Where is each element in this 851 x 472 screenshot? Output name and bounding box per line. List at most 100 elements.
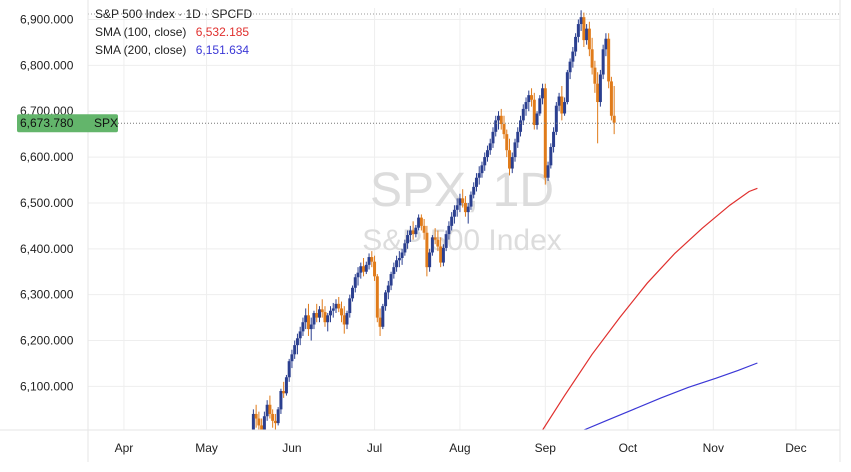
candle-body [612,115,616,123]
candle-body [353,277,357,288]
candle-body [359,266,363,273]
watermark-symbol: SPX, 1D [370,164,554,217]
candle-body [576,24,580,37]
y-tick-label: 6,400.000 [20,242,74,256]
candle-body [485,150,489,158]
candle-body [276,409,280,424]
candle-body [530,95,534,100]
candle-body [541,88,545,99]
candle-body [370,257,374,262]
candle-body [331,308,335,311]
candle-body [519,120,523,132]
candle-body [590,49,594,68]
candle-body [601,49,605,75]
candle-body [593,67,597,84]
candle-body [295,338,299,346]
x-tick-label: Sep [535,441,557,455]
candle-body [348,298,352,314]
candle-body [364,264,368,272]
x-tick-label: Apr [115,441,134,455]
candle-body [563,102,567,114]
candle-body [306,315,310,330]
candle-body [574,36,578,52]
candle-body [408,230,412,236]
candle-body [273,420,277,424]
candle-body [568,61,572,73]
candle-body [334,303,338,309]
candle-body [604,38,608,50]
watermark-name: S&P 500 Index [362,224,562,257]
candle-body [609,81,613,116]
x-tick-label: Oct [619,441,638,455]
legend-sma200[interactable]: SMA (200, close) 6,151.634 [95,43,249,57]
candle-body [262,416,266,430]
candle-body [340,308,344,316]
y-tick-label: 6,900.000 [20,12,74,26]
price-tag-value: 6,673.780 [20,116,74,130]
watermark: SPX, 1D S&P 500 Index [362,164,562,257]
candle-body [450,216,454,226]
x-tick-label: Jun [282,441,301,455]
candle-body [317,309,321,318]
candle-body [419,217,423,226]
candle-body [607,38,611,82]
candle-body [257,418,261,426]
candle-body [315,313,319,318]
candle-body [298,331,302,339]
candle-body [585,28,589,41]
candle-body [400,252,404,258]
candle-body [538,98,542,114]
candle-body [554,105,558,132]
candle-body [271,413,275,421]
candle-body [466,206,470,213]
price-tag-background [17,114,118,133]
candle-body [422,225,426,233]
candle-body [268,404,272,414]
candle-body [254,413,258,419]
candle-body [362,266,366,272]
y-tick-label: 6,600.000 [20,150,74,164]
candle-body [342,315,346,325]
candle-body [411,230,415,235]
candle-body [543,88,547,178]
candle-body [513,142,517,158]
candle-body [373,261,377,277]
candle-body [301,322,305,332]
candle-body [549,146,553,166]
candle-body [282,391,286,394]
candle-body [447,225,451,235]
candle-body [260,425,264,430]
candle-body [596,83,600,103]
legend-sma100[interactable]: SMA (100, close) 6,532.185 [95,25,249,39]
x-tick-label: May [195,441,218,455]
sma100-label: SMA (100, close) [95,25,186,39]
candle-body [279,391,283,410]
candle-body [386,285,390,293]
price-tag-symbol: SPX [94,116,118,130]
candle-body [496,115,500,121]
candle-body [494,120,498,132]
legend-title[interactable]: S&P 500 Index · 1D · SPCFD [95,7,253,21]
candle-body [414,227,418,235]
candle-body [598,74,602,103]
candle-body [546,165,550,178]
candle-body [587,28,591,50]
candle-body [441,247,445,263]
candle-body [439,246,443,263]
y-tick-label: 6,300.000 [20,288,74,302]
candle-body [560,96,564,114]
candle-body [488,143,492,151]
candle-body [436,239,440,247]
candle-body [565,72,569,103]
candle-body [428,252,432,268]
candle-body [532,99,536,125]
candle-body [378,317,382,327]
candle-body [392,267,396,275]
candle-body [582,17,586,41]
candle-body [502,124,506,135]
candlesticks [251,10,616,430]
candle-body [395,260,399,268]
candle-body [425,232,429,268]
candle-body [345,313,349,325]
